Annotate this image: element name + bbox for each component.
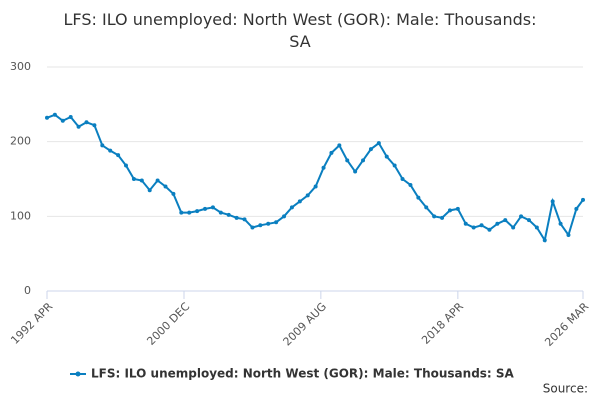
series-line	[46, 113, 584, 243]
point	[250, 225, 255, 230]
source: Source:	[543, 382, 588, 396]
point	[337, 143, 342, 148]
point	[187, 210, 192, 215]
point	[234, 215, 239, 220]
point	[297, 199, 302, 204]
x-tick-label: 2026 MAR	[542, 300, 591, 349]
point	[203, 206, 208, 211]
point	[305, 193, 310, 198]
point	[289, 205, 294, 210]
point	[68, 115, 73, 120]
point	[550, 199, 555, 204]
y-tick-label: 100	[10, 209, 31, 222]
point	[313, 184, 318, 189]
point	[408, 182, 413, 187]
legend-marker	[75, 371, 81, 377]
point	[100, 143, 105, 148]
point	[124, 163, 129, 168]
point	[321, 165, 326, 170]
point	[179, 210, 184, 215]
point	[155, 178, 160, 183]
title-line: SA	[289, 32, 310, 51]
point	[455, 206, 460, 211]
point	[447, 208, 452, 213]
point	[84, 120, 89, 125]
title-line: LFS: ILO unemployed: North West (GOR): M…	[64, 10, 537, 29]
point	[432, 214, 437, 219]
point	[210, 205, 215, 210]
point	[147, 188, 152, 193]
point	[131, 177, 136, 181]
y-tick-label: 0	[24, 284, 31, 297]
point	[171, 191, 176, 196]
point	[258, 223, 263, 228]
point	[329, 150, 334, 155]
point	[274, 220, 279, 225]
point	[218, 210, 223, 215]
point	[108, 148, 113, 153]
point	[282, 214, 287, 219]
x-tick-label: 2018 APR	[419, 300, 466, 347]
point	[353, 169, 358, 174]
point	[511, 225, 516, 230]
point	[195, 209, 200, 214]
point	[266, 221, 271, 226]
point	[542, 238, 547, 243]
point	[368, 147, 373, 152]
x-tick-label: 2009 AUG	[281, 300, 330, 349]
point	[163, 184, 168, 189]
point	[495, 221, 500, 226]
point	[471, 225, 476, 230]
point	[361, 158, 366, 163]
point	[574, 206, 579, 211]
point	[503, 218, 508, 223]
point	[526, 218, 531, 223]
point	[424, 205, 429, 210]
point	[226, 212, 231, 217]
point	[45, 115, 49, 120]
point	[566, 233, 571, 237]
point	[52, 112, 57, 117]
point	[479, 223, 484, 228]
point	[534, 225, 539, 230]
point	[392, 163, 397, 168]
point	[519, 214, 524, 219]
point	[416, 195, 421, 200]
point	[376, 141, 381, 146]
point	[345, 158, 350, 163]
x-tick-label: 1992 APR	[8, 300, 55, 347]
point	[116, 153, 121, 158]
point	[581, 197, 585, 202]
point	[400, 177, 405, 181]
point	[440, 215, 445, 220]
point	[558, 221, 563, 226]
point	[139, 178, 144, 183]
point	[60, 118, 65, 123]
point	[487, 227, 492, 232]
point	[384, 154, 389, 159]
legend-label: LFS: ILO unemployed: North West (GOR): M…	[91, 367, 515, 381]
x-tick-label: 2000 DEC	[144, 300, 192, 348]
point	[463, 221, 468, 226]
point	[92, 123, 97, 128]
point	[242, 217, 247, 222]
chart-title: LFS: ILO unemployed: North West (GOR): M…	[64, 10, 537, 51]
point	[76, 124, 81, 129]
y-tick-label: 300	[10, 60, 31, 73]
y-tick-label: 200	[10, 135, 31, 148]
